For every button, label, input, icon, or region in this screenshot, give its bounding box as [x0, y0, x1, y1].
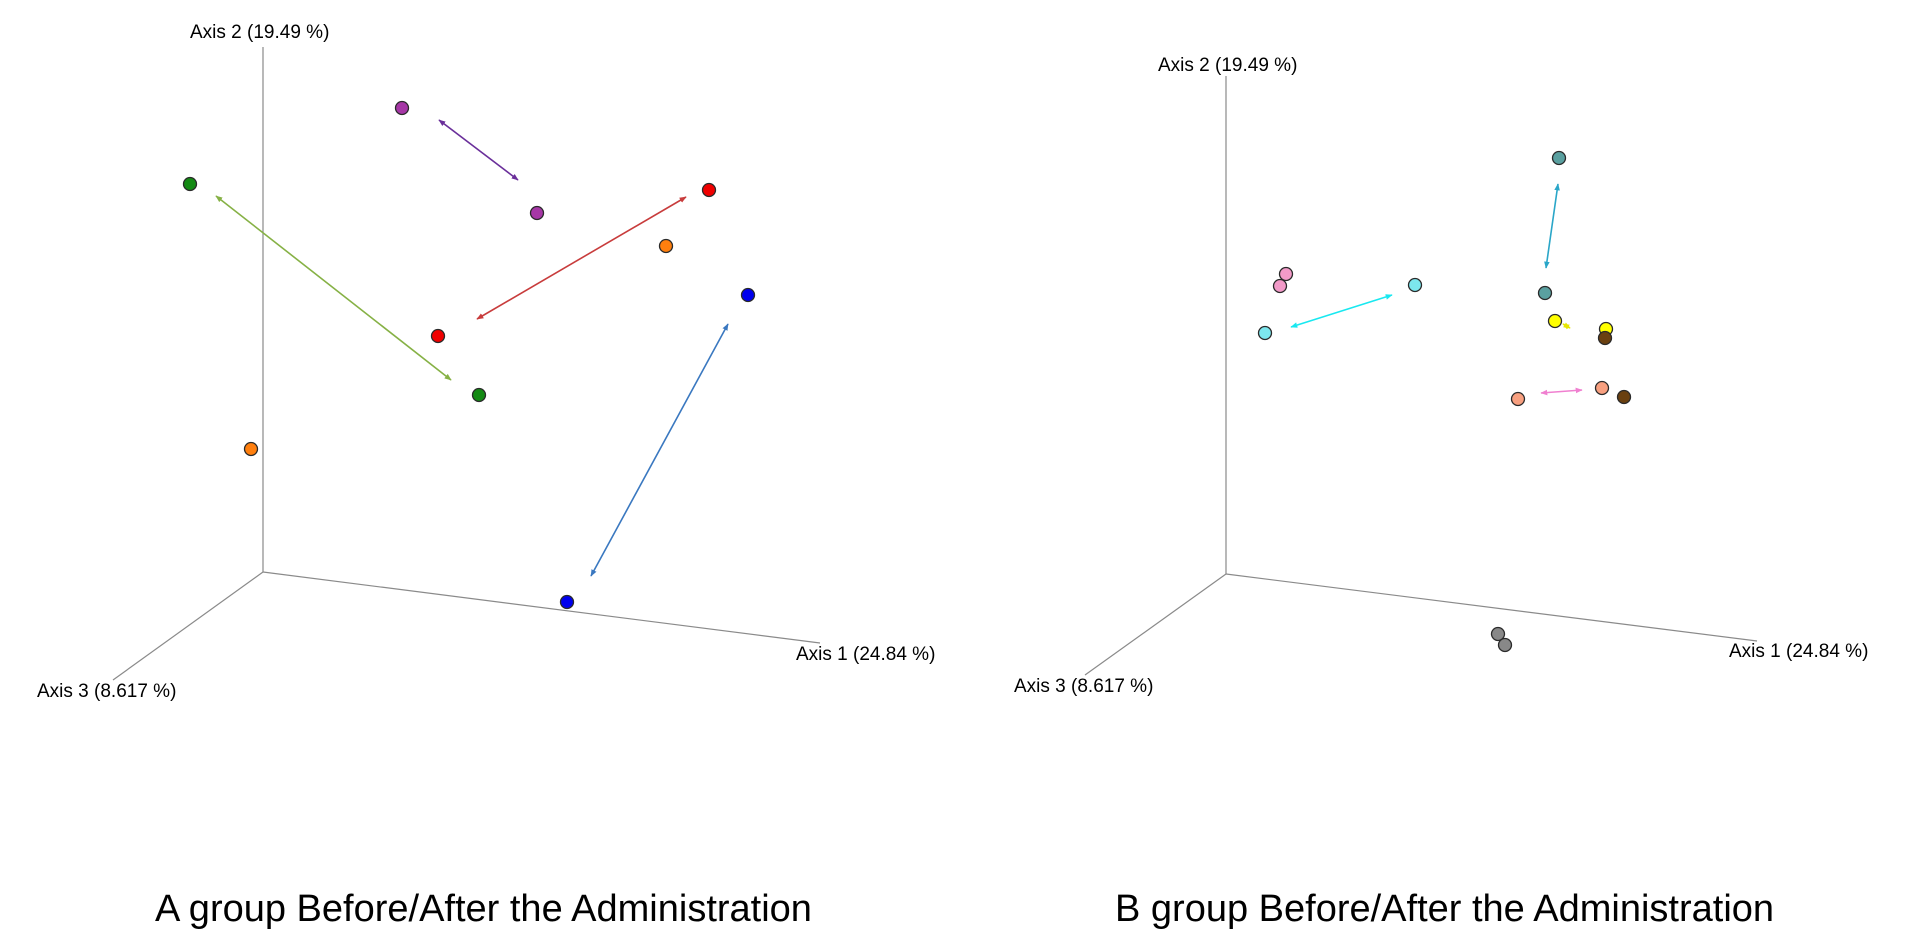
- panel-b-axis-1-line: [1225, 573, 1758, 642]
- panel-a-axis-3-label: Axis 3 (8.617 %): [37, 681, 176, 702]
- panel-b-sample-point: [1616, 389, 1632, 405]
- panel-b-sample-point: [1551, 150, 1567, 166]
- panel-a-sample-point: [740, 287, 756, 303]
- panel-b-axis-3-line: [1084, 573, 1227, 676]
- panel-b-pair-arrow: [1544, 183, 1560, 269]
- panel-b-sample-point: [1547, 313, 1563, 329]
- panel-b-pair-arrow: [1540, 387, 1583, 396]
- panel-b: Axis 2 (19.49 %) Axis 1 (24.84 %) Axis 3…: [1014, 55, 1868, 930]
- panel-a-pair-arrow: [215, 195, 452, 381]
- panel-a-axis-3-line: [112, 571, 264, 681]
- panel-b-title: B group Before/After the Administration: [1115, 888, 1774, 930]
- panel-a-sample-point: [471, 387, 487, 403]
- panel-b-pair-arrow: [1562, 322, 1571, 330]
- panel-a-pair-arrow: [476, 196, 687, 320]
- panel-b-sample-point: [1257, 325, 1273, 341]
- panel-a-pair-arrow: [438, 119, 519, 181]
- panel-b-arrows: [1290, 183, 1583, 396]
- panel-b-sample-point: [1537, 285, 1553, 301]
- panel-a-arrows: [215, 119, 729, 577]
- panel-a-sample-point: [430, 328, 446, 344]
- panel-a-sample-point: [701, 182, 717, 198]
- panel-b-sample-point: [1272, 278, 1288, 294]
- panel-a-axis-2-label: Axis 2 (19.49 %): [190, 22, 329, 43]
- panel-a-sample-point: [559, 594, 575, 610]
- panel-a-points: [182, 100, 756, 610]
- panel-a-title: A group Before/After the Administration: [155, 888, 812, 930]
- panel-a: Axis 2 (19.49 %) Axis 1 (24.84 %) Axis 3…: [37, 22, 935, 930]
- panel-a-sample-point: [658, 238, 674, 254]
- panel-b-sample-point: [1510, 391, 1526, 407]
- panel-b-sample-point: [1407, 277, 1423, 293]
- panel-a-sample-point: [394, 100, 410, 116]
- panel-a-sample-point: [243, 441, 259, 457]
- panel-b-sample-point: [1490, 626, 1506, 642]
- panel-b-sample-point: [1278, 266, 1294, 282]
- panel-b-axis-2-label: Axis 2 (19.49 %): [1158, 55, 1297, 76]
- panel-a-sample-point: [529, 205, 545, 221]
- panel-a-pair-arrow: [590, 323, 729, 577]
- panel-b-sample-point: [1497, 637, 1513, 653]
- panel-b-sample-point: [1597, 330, 1613, 346]
- panel-b-axis-3-label: Axis 3 (8.617 %): [1014, 676, 1153, 697]
- panel-b-sample-point: [1594, 380, 1610, 396]
- panel-b-pair-arrow: [1290, 294, 1393, 328]
- panel-a-axis-1-line: [262, 571, 821, 644]
- panel-b-points: [1257, 150, 1632, 653]
- panel-a-sample-point: [182, 176, 198, 192]
- panel-a-axis-1-label: Axis 1 (24.84 %): [796, 644, 935, 665]
- panel-b-axis-1-label: Axis 1 (24.84 %): [1729, 641, 1868, 662]
